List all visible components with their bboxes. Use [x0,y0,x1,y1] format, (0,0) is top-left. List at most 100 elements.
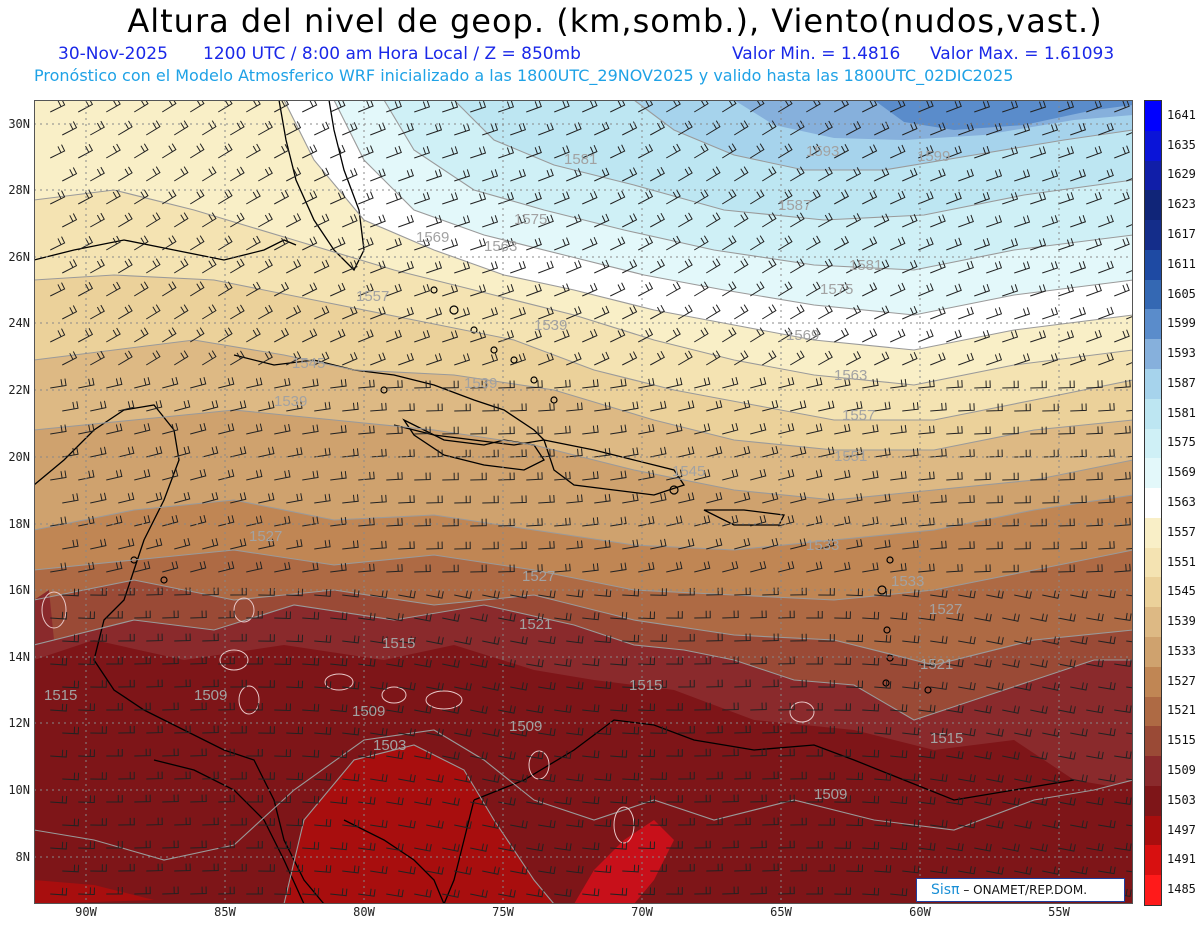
wind-barb [890,470,907,481]
wind-barb [386,472,403,481]
wind-barb [958,168,974,182]
wind-barb [610,657,628,666]
wind-barb [526,380,543,389]
wind-barb [762,679,779,688]
wind-barb [162,748,179,757]
wind-barb [706,304,721,320]
wind-barb [678,350,693,366]
wind-barb [818,350,833,366]
wind-barb [146,538,163,550]
wind-barb [594,819,612,828]
wind-barb [62,213,78,228]
wind-barb [986,636,1004,645]
wind-barb [1126,361,1133,366]
colorbar-label: 1587 [1167,375,1196,390]
wind-barb [510,495,527,504]
wind-barb [1086,564,1103,573]
wind-barb [454,123,471,136]
wind-barb [594,589,612,598]
wind-barb [1014,215,1031,228]
wind-barb [721,327,737,343]
wind-barb [846,351,862,366]
wind-barb [1002,192,1019,205]
wind-barb [78,795,95,804]
contour-label: 1527 [522,568,555,585]
wind-barb [1070,215,1087,228]
wind-barb [386,751,404,760]
wind-barb [370,865,388,875]
wind-barb [134,610,151,619]
wind-barb [134,235,149,251]
colorbar-label: 1539 [1167,614,1196,629]
wind-barb [638,424,655,435]
wind-barb [986,449,1003,458]
wind-barb [1014,169,1031,182]
wind-barb [498,380,515,389]
wind-barb [650,120,665,136]
contour-label: 1569 [786,327,819,344]
wind-barb [1114,750,1132,759]
wind-barb [622,864,640,873]
wind-barb [526,889,544,898]
wind-barb [1098,590,1116,599]
wind-barb [874,772,892,781]
wind-barb [874,351,890,366]
wind-barb [189,235,205,251]
wind-barb [426,169,443,182]
wind-barb [721,143,737,159]
wind-barb [918,517,935,527]
wind-barb [442,797,460,806]
wind-barb [762,633,779,642]
wind-barb [246,749,263,757]
wind-barb [314,726,332,735]
wind-barb [790,725,807,734]
wind-barb [1058,146,1075,159]
wind-barb [862,328,878,343]
wind-barb [442,100,459,113]
wind-barb [498,472,515,481]
colorbar-label: 1497 [1167,822,1196,837]
wind-barb [246,887,263,895]
wind-barb [1014,820,1032,829]
wind-barb [1002,238,1019,251]
wind-barb [1058,564,1075,573]
wind-barb [1126,501,1133,504]
wind-barb [918,237,934,251]
wind-barb [470,330,487,343]
wind-barb [62,588,80,597]
wind-barb [846,864,864,873]
wind-barb [818,258,833,274]
wind-barb [330,888,348,897]
wind-barb [890,100,906,113]
wind-barb [526,329,542,343]
wind-barb [202,863,219,872]
wind-barb [778,377,795,389]
wind-barb [106,423,123,435]
wind-barb [733,120,749,136]
wind-barb [230,679,247,688]
wind-barb [694,656,711,665]
wind-barb [1070,403,1087,412]
wind-barb [582,750,600,759]
wind-barb [426,123,443,136]
wind-barb [1114,145,1130,159]
wind-barb [566,681,584,690]
wind-barb [734,492,751,504]
wind-barb [1070,682,1088,691]
colorbar-swatch [1145,428,1161,459]
wind-barb [526,237,542,251]
wind-barb [358,563,375,573]
wind-barb [246,515,263,527]
wind-barb [134,281,149,297]
wind-barb [566,865,584,874]
colorbar-label: 1563 [1167,495,1196,509]
wind-barb [834,235,850,251]
wind-barb [706,817,723,826]
wind-barb [582,236,598,251]
wind-barb [778,561,795,573]
wind-barb [678,258,693,274]
wind-barb [398,403,415,412]
contour-label: 1533 [806,537,839,554]
wind-barb [118,817,135,826]
wind-barb [470,564,487,573]
